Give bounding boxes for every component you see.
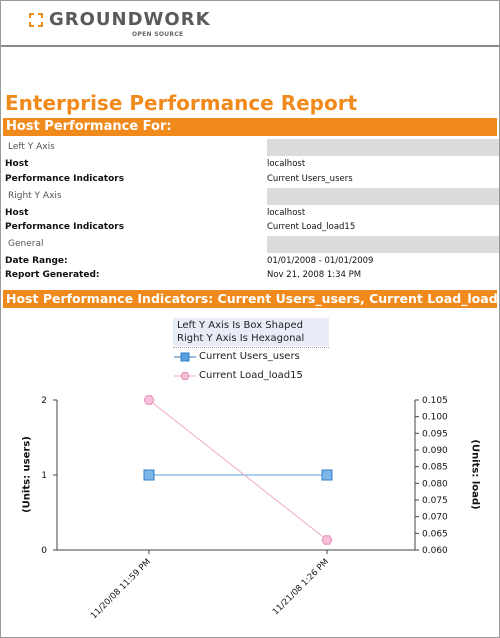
series-load-line [148, 399, 328, 541]
report-generated-value: Nov 21, 2008 1:34 PM [267, 270, 362, 280]
report-title: Enterprise Performance Report [5, 91, 358, 115]
right-y-tick-label: 0.105 [422, 396, 448, 406]
header-divider [1, 45, 499, 47]
right-y-tick-label: 0.075 [422, 496, 448, 506]
right-y-tick-label: 0.065 [422, 529, 448, 539]
right-pi-value: Current Load_load15 [267, 222, 356, 232]
legend-square-marker-icon [174, 352, 196, 362]
legend-series-2: Current Load_load15 [199, 370, 303, 381]
legend-divider [173, 347, 329, 348]
left-host-value: localhost [267, 159, 306, 169]
chart-legend-note: Left Y Axis Is Box Shaped Right Y Axis I… [173, 318, 329, 346]
left-y-tick-label: 2 [41, 396, 47, 406]
right-y-tick-label: 0.095 [422, 429, 448, 439]
series-load-point [143, 395, 155, 405]
legend-note-line2: Right Y Axis Is Hexagonal [177, 333, 305, 344]
date-range-label: Date Range: [5, 256, 68, 266]
right-pi-label: Performance Indicators [5, 222, 125, 232]
right-y-tick-label: 0.100 [422, 413, 448, 423]
left-y-tick-label: 1 [41, 471, 47, 481]
left-pi-label: Performance Indicators [5, 174, 125, 184]
host-performance-heading: Host Performance For: [3, 118, 497, 136]
brand-name: GROUNDWORK [49, 9, 211, 30]
series-load-point [321, 535, 333, 545]
report-generated-label: Report Generated: [5, 270, 100, 280]
legend-note-line1: Left Y Axis Is Box Shaped [177, 320, 303, 331]
right-host-label: Host [5, 208, 29, 218]
groundwork-logo-icon [29, 13, 43, 27]
left-axis-heading: Left Y Axis [8, 142, 55, 152]
right-y-tick-label: 0.090 [422, 446, 448, 456]
right-host-value: localhost [267, 208, 306, 218]
right-y-tick-label: 0.080 [422, 479, 448, 489]
x-tick-label: 11/21/08 1:26 PM [271, 557, 331, 617]
left-y-tick-label: 0 [41, 546, 47, 556]
legend-series-1: Current Users_users [199, 351, 300, 362]
series-users-point [321, 469, 333, 481]
general-heading: General [8, 239, 44, 249]
date-range-value: 01/01/2008 - 01/01/2009 [267, 256, 374, 266]
series-users-point [143, 469, 155, 481]
right-y-tick-label: 0.060 [422, 546, 448, 556]
header: GROUNDWORK OPEN SOURCE [1, 1, 499, 45]
right-y-tick-label: 0.070 [422, 513, 448, 523]
brand-tagline: OPEN SOURCE [132, 31, 184, 38]
left-pi-value: Current Users_users [267, 174, 353, 184]
left-host-label: Host [5, 159, 29, 169]
right-axis-heading: Right Y Axis [8, 191, 62, 201]
indicators-heading: Host Performance Indicators: Current Use… [3, 290, 497, 308]
legend-hexagon-marker-icon [174, 372, 196, 380]
right-y-tick-label: 0.085 [422, 463, 448, 473]
x-tick-label: 11/20/08 11:59 PM [89, 557, 153, 621]
